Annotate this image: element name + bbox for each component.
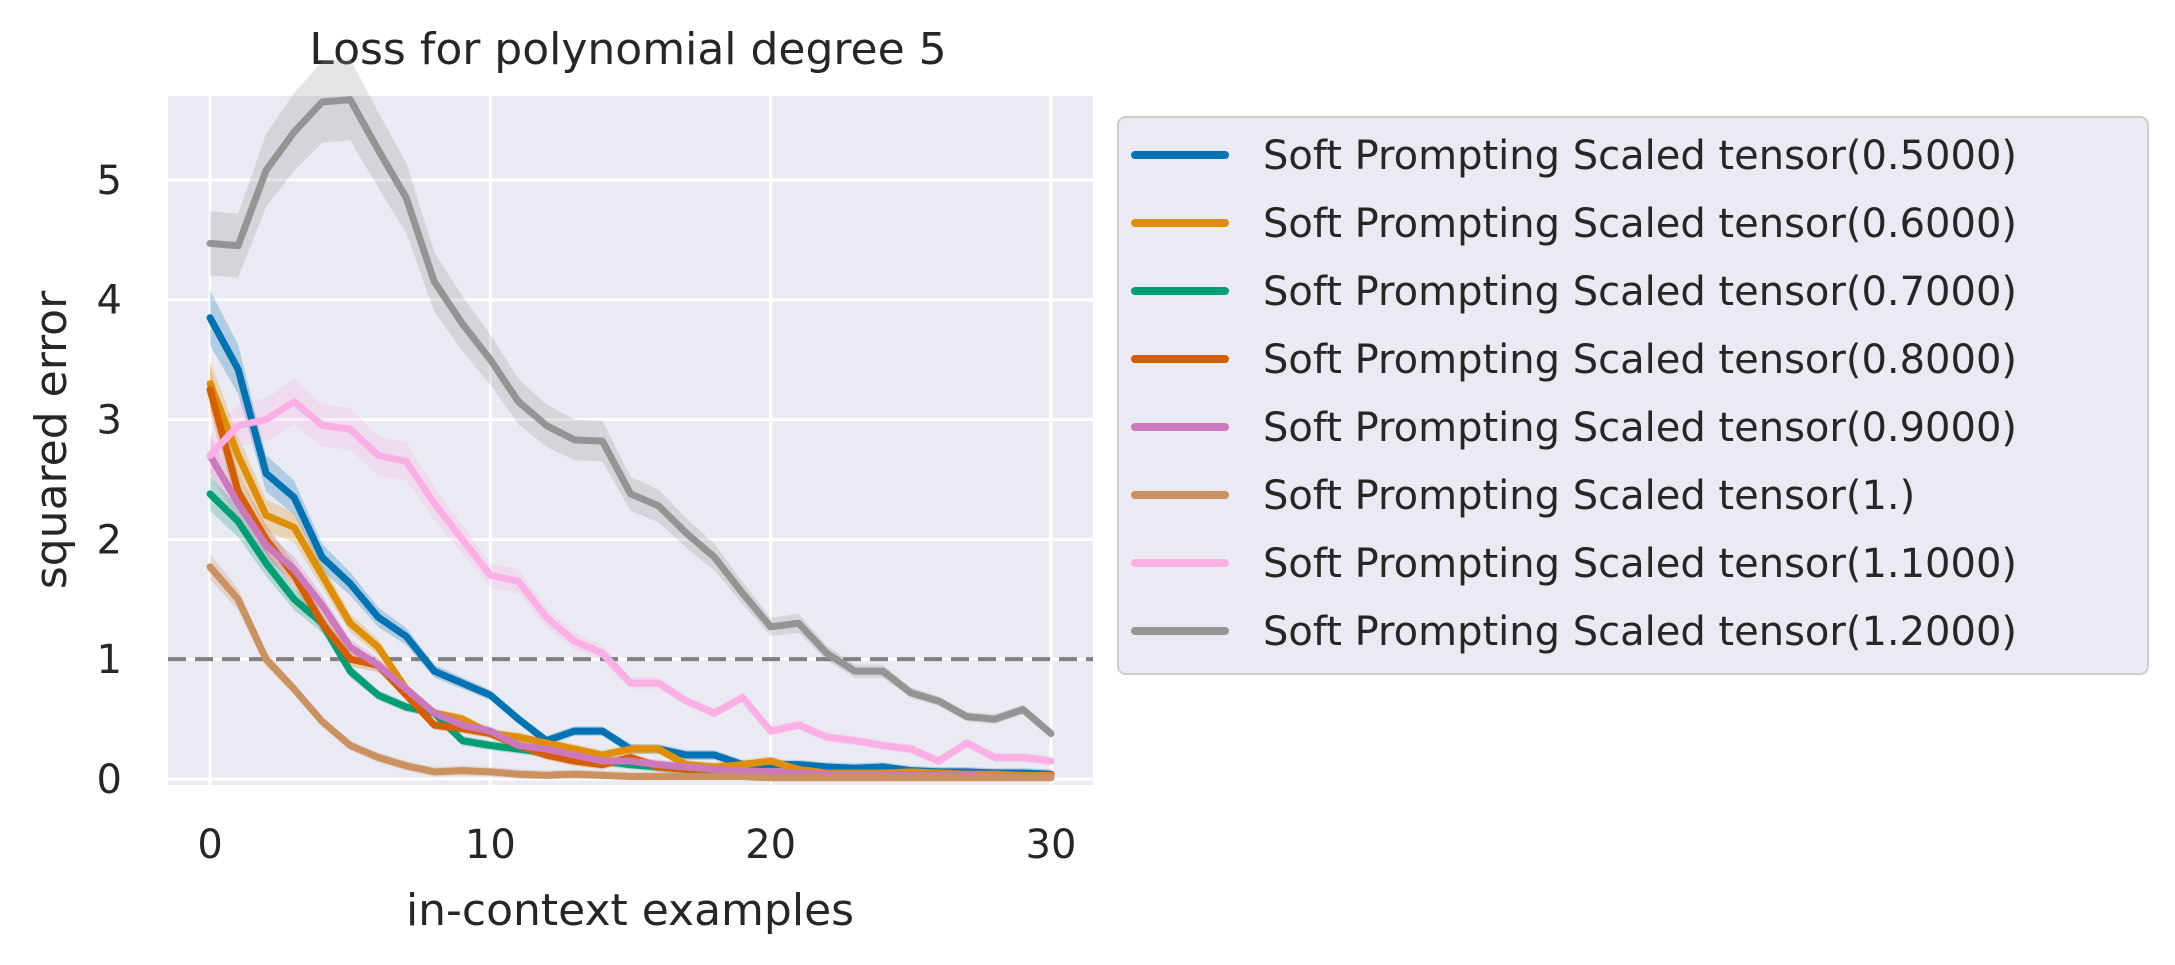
confidence-band xyxy=(210,58,1051,739)
series-line xyxy=(206,563,1055,782)
legend-label: Soft Prompting Scaled tensor(1.1000) xyxy=(1263,541,2017,587)
chart-title: Loss for polynomial degree 5 xyxy=(309,24,946,75)
y-tick-label: 5 xyxy=(97,158,122,204)
y-axis-label: squared error xyxy=(26,290,77,589)
x-tick-label: 30 xyxy=(1026,822,1077,868)
series-lines xyxy=(206,96,1055,782)
legend-label: Soft Prompting Scaled tensor(0.7000) xyxy=(1263,269,2017,315)
legend-label: Soft Prompting Scaled tensor(0.8000) xyxy=(1263,337,2017,383)
y-tick-label: 2 xyxy=(97,517,122,563)
legend-label: Soft Prompting Scaled tensor(0.5000) xyxy=(1263,133,2017,179)
legend-label: Soft Prompting Scaled tensor(1.) xyxy=(1263,473,1915,519)
legend-label: Soft Prompting Scaled tensor(0.9000) xyxy=(1263,405,2017,451)
x-tick-label: 20 xyxy=(745,822,796,868)
series-line xyxy=(206,398,1055,765)
y-tick-label: 4 xyxy=(97,278,122,324)
legend-label: Soft Prompting Scaled tensor(1.2000) xyxy=(1263,609,2017,655)
y-tick-label: 0 xyxy=(97,757,122,803)
plot-background xyxy=(168,96,1093,785)
legend: Soft Prompting Scaled tensor(0.5000) Soft… xyxy=(1117,116,2149,675)
confidence-band xyxy=(210,378,1051,766)
plot-area xyxy=(168,58,1093,785)
y-tick-label: 1 xyxy=(97,637,122,683)
x-axis-label: in-context examples xyxy=(406,885,854,936)
y-tick-label: 3 xyxy=(97,398,122,444)
series-line xyxy=(206,380,1055,779)
legend-frame xyxy=(1117,116,2149,675)
x-tick-labels: 0 10 20 30 xyxy=(197,822,1076,868)
y-tick-labels: 0 1 2 3 4 5 xyxy=(97,158,122,803)
x-tick-label: 0 xyxy=(197,822,222,868)
series-line xyxy=(206,96,1055,737)
x-tick-label: 10 xyxy=(465,822,516,868)
legend-label: Soft Prompting Scaled tensor(0.6000) xyxy=(1263,201,2017,247)
